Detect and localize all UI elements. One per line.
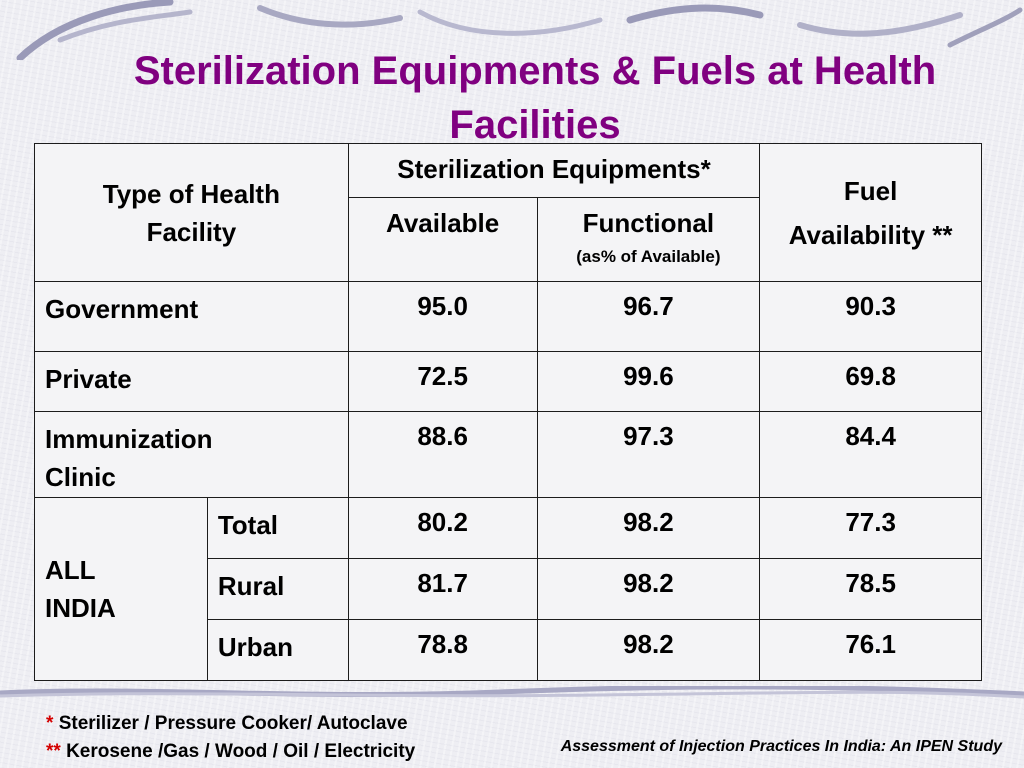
table-row: Government 95.0 96.7 90.3 xyxy=(34,281,982,352)
footnotes: * Sterilizer / Pressure Cooker/ Autoclav… xyxy=(46,710,415,766)
header-sterilization-equipments: Sterilization Equipments* xyxy=(347,143,761,198)
row-label-total: Total xyxy=(206,497,349,559)
header-fuel-line-2: Availability ** xyxy=(788,219,953,250)
title-line-1: Sterilization Equipments & Fuels at Heal… xyxy=(133,49,937,93)
table-row: Immunization Clinic 88.6 97.3 84.4 xyxy=(34,411,982,498)
cell-functional: 99.6 xyxy=(536,351,761,412)
row-label-line-1: Immunization xyxy=(45,424,213,454)
cell-available: 72.5 xyxy=(347,351,538,412)
all-india-line-1: ALL xyxy=(45,555,96,585)
row-label-rural: Rural xyxy=(206,558,349,620)
table-row: Private 72.5 99.6 69.8 xyxy=(34,351,982,412)
row-label-private: Private xyxy=(34,351,349,412)
cell-fuel: 76.1 xyxy=(759,619,982,681)
header-type-label: Type of Health Facility xyxy=(102,178,280,247)
row-label-urban: Urban xyxy=(206,619,349,681)
header-fuel-availability: Fuel Availability ** xyxy=(759,143,982,282)
cell-available: 95.0 xyxy=(347,281,538,352)
cell-available: 78.8 xyxy=(347,619,538,681)
header-functional-sub: (as% of Available) xyxy=(576,247,721,266)
cell-available: 80.2 xyxy=(347,497,538,559)
header-fuel-line-1: Fuel xyxy=(843,175,898,206)
cell-fuel: 78.5 xyxy=(759,558,982,620)
footnote-marker-2: ** xyxy=(46,741,61,762)
cell-fuel: 84.4 xyxy=(759,411,982,498)
table-row: Urban 78.8 98.2 76.1 xyxy=(35,619,982,681)
cell-fuel: 90.3 xyxy=(759,281,982,352)
source-citation: Assessment of Injection Practices In Ind… xyxy=(560,738,1002,755)
header-functional-label: Functional xyxy=(582,208,715,238)
header-type-of-facility: Type of Health Facility xyxy=(34,143,349,282)
cell-fuel: 69.8 xyxy=(759,351,982,412)
footnote-text-2: Kerosene /Gas / Wood / Oil / Electricity xyxy=(66,741,416,762)
cell-functional: 97.3 xyxy=(536,411,761,498)
decorative-swirl xyxy=(16,0,1023,60)
sterilization-table: Type of Health Facility Sterilization Eq… xyxy=(34,143,982,681)
cell-functional: 98.2 xyxy=(536,619,761,681)
all-india-line-2: INDIA xyxy=(45,593,116,623)
row-label-government: Government xyxy=(34,281,349,352)
footnote-1: * Sterilizer / Pressure Cooker/ Autoclav… xyxy=(46,710,415,738)
decorative-divider xyxy=(0,686,1024,699)
header-available: Available xyxy=(347,197,538,282)
footnote-text-1: Sterilizer / Pressure Cooker/ Autoclave xyxy=(58,713,408,734)
footnote-2: ** Kerosene /Gas / Wood / Oil / Electric… xyxy=(46,738,415,766)
cell-functional: 96.7 xyxy=(536,281,761,352)
header-functional: Functional (as% of Available) xyxy=(536,197,761,282)
footnote-marker-1: * xyxy=(46,713,54,734)
cell-functional: 98.2 xyxy=(536,558,761,620)
slide-title: Sterilization Equipments & Fuels at Heal… xyxy=(60,44,1010,152)
cell-functional: 98.2 xyxy=(536,497,761,559)
cell-available: 88.6 xyxy=(347,411,538,498)
title-line-2: Facilities xyxy=(449,103,621,147)
cell-fuel: 77.3 xyxy=(759,497,982,559)
table-row: Rural 81.7 98.2 78.5 xyxy=(35,558,982,620)
table-row: ALL INDIA Total 80.2 98.2 77.3 xyxy=(34,497,982,681)
row-label-all-india: ALL INDIA xyxy=(34,497,208,681)
cell-available: 81.7 xyxy=(347,558,538,620)
row-label-immunization-clinic: Immunization Clinic xyxy=(34,411,349,498)
row-label-line-2: Clinic xyxy=(45,462,116,492)
